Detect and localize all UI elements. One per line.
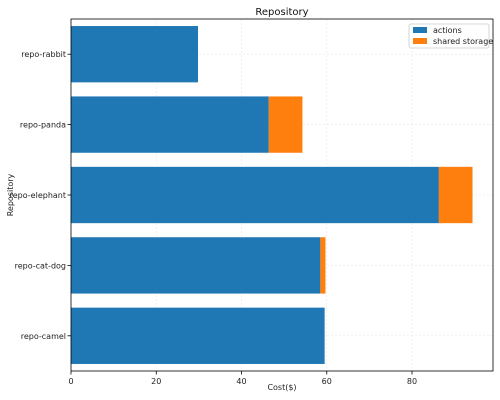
x-axis-label: Cost($) — [267, 383, 296, 392]
bar-repo-cat-dog-actions — [71, 237, 321, 294]
chart-title: Repository — [255, 7, 308, 18]
bar-repo-elephant-actions — [71, 166, 439, 224]
y-axis-label: Repository — [6, 173, 15, 216]
y-axis-ticks: repo-camel repo-cat-dog repo-elephant repo-… — [10, 50, 71, 341]
legend-box — [408, 23, 490, 49]
y-tick-label-repo-panda: repo-panda — [20, 121, 66, 130]
bar-repo-panda-shared-storage — [268, 96, 303, 153]
y-tick-label-repo-camel: repo-camel — [21, 332, 66, 341]
legend-label-actions: actions — [433, 26, 462, 35]
x-axis-ticks: 0 20 40 60 80 — [68, 371, 417, 386]
legend-swatch-actions — [413, 27, 427, 33]
legend-label-shared-storage: shared storage — [433, 37, 493, 46]
bar-repo-cat-dog-shared-storage — [320, 237, 326, 294]
x-tick-label: 0 — [68, 377, 73, 386]
x-tick-label: 80 — [407, 377, 417, 386]
x-tick-label: 20 — [151, 377, 161, 386]
x-tick-label: 40 — [236, 377, 246, 386]
bar-repo-rabbit-actions — [71, 26, 199, 83]
y-tick-label-repo-cat-dog: repo-cat-dog — [15, 261, 66, 270]
x-tick-label: 60 — [322, 377, 332, 386]
legend-swatch-shared-storage — [413, 38, 427, 44]
y-tick-label-repo-elephant: repo-elephant — [10, 191, 66, 200]
bar-repo-camel-actions — [71, 307, 325, 364]
legend: actions shared storage — [408, 23, 493, 49]
y-tick-label-repo-rabbit: repo-rabbit — [21, 50, 66, 59]
bar-repo-elephant-shared-storage — [438, 166, 473, 224]
bars — [71, 26, 473, 364]
bar-repo-panda-actions — [71, 96, 269, 153]
